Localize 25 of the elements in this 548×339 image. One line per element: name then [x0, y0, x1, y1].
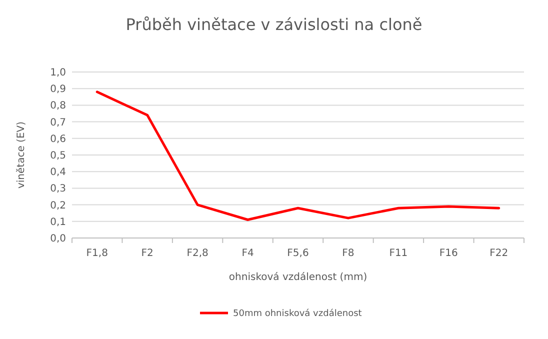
x-tick-label: F2: [141, 248, 154, 259]
chart-title: Průběh vinětace v závislosti na cloně: [126, 15, 422, 34]
y-tick-label: 0,8: [50, 100, 66, 112]
y-tick-label: 1,0: [50, 68, 66, 78]
y-tick-label: 0,1: [50, 216, 66, 228]
x-tick-label: F8: [342, 248, 354, 259]
y-tick-label: 0,5: [50, 150, 66, 162]
y-tick-label: 0,9: [50, 84, 66, 96]
x-axis-title: ohnisková vzdálenost (mm): [228, 272, 368, 283]
y-tick-label: 0,3: [50, 184, 66, 195]
legend-label: 50mm ohnisková vzdálenost: [233, 308, 362, 320]
x-tick-label: F1,8: [86, 248, 108, 259]
y-tick-label: 0,7: [50, 117, 66, 128]
x-tick-label: F4: [242, 248, 254, 259]
x-tick-label: F5,6: [287, 248, 309, 259]
line-series: [96, 90, 500, 221]
y-axis-title: vinětace (EV): [16, 121, 27, 189]
x-tick-label: F2,8: [186, 248, 208, 259]
x-tick-label: F16: [439, 248, 458, 259]
y-tick-label: 0,2: [50, 200, 66, 212]
y-tick-label: 0,4: [50, 167, 66, 178]
x-tick-label: F22: [490, 248, 508, 259]
y-tick-label: 0,0: [50, 234, 66, 244]
x-tick-label: F11: [389, 248, 408, 259]
y-tick-label: 0,6: [50, 134, 66, 145]
